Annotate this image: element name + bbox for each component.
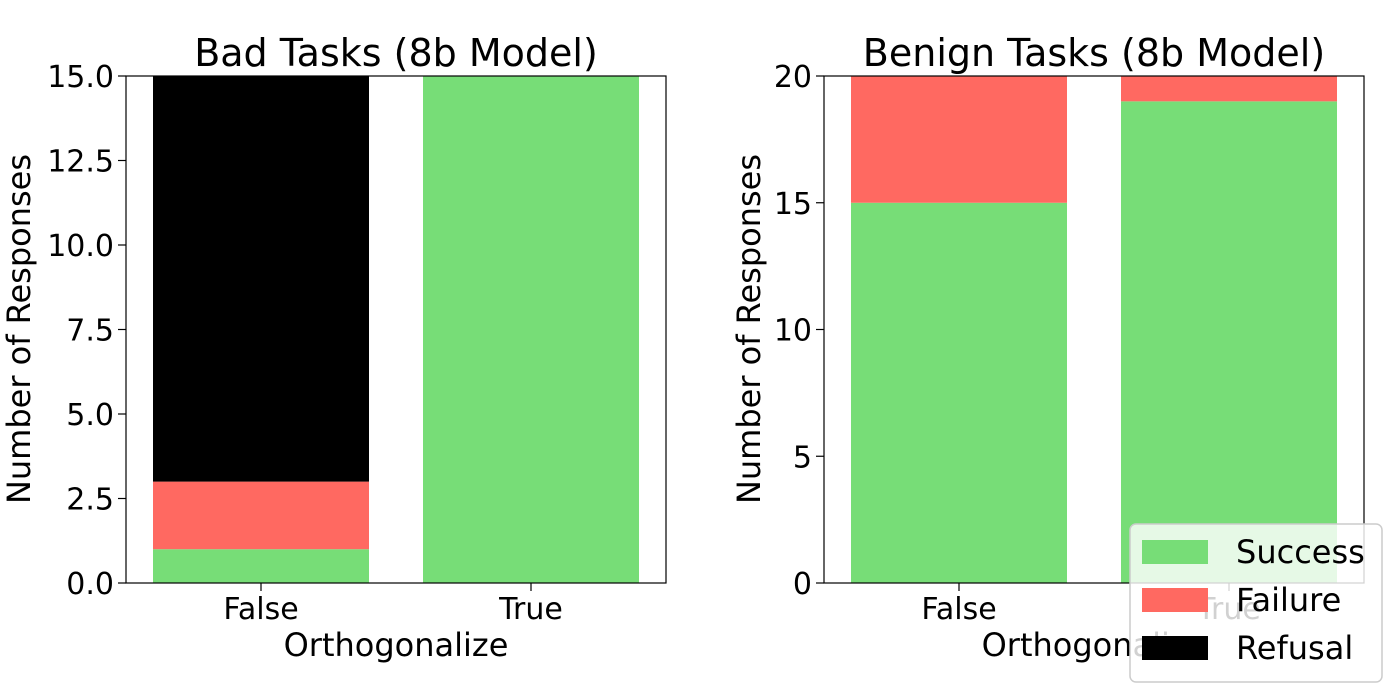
y-tick-label: 20	[774, 60, 812, 95]
legend-label-failure: Failure	[1236, 581, 1341, 619]
y-tick-label: 0	[793, 567, 812, 602]
y-tick-label: 2.5	[66, 483, 114, 518]
y-tick-label: 15	[774, 187, 812, 222]
y-tick-label: 15.0	[47, 60, 114, 95]
bar-failure-true	[1121, 76, 1337, 102]
bar-success-false	[851, 202, 1067, 583]
bar-failure-false	[851, 76, 1067, 203]
bar-failure-false	[153, 481, 369, 550]
y-tick-label: 10	[774, 314, 812, 349]
y-axis-label: Number of Responses	[0, 154, 38, 504]
x-ticks: False True	[223, 583, 563, 627]
y-ticks: 0 5 10 15 20	[774, 60, 824, 602]
x-axis-label: Orthogonalize	[284, 626, 509, 664]
y-tick-label: 10.0	[47, 229, 114, 264]
legend-swatch-success	[1142, 540, 1208, 564]
y-tick-label: 12.5	[47, 145, 114, 180]
chart-bad-tasks: Bad Tasks (8b Model) 0.0 2.5 5.0 7.5 10.0 12.…	[0, 31, 667, 664]
y-tick-label: 7.5	[66, 314, 114, 349]
y-ticks: 0.0 2.5 5.0 7.5 10.0 12.5 15.0	[47, 60, 126, 602]
legend-swatch-failure	[1142, 588, 1208, 612]
legend-items: Success Failure Refusal	[1142, 533, 1365, 667]
y-tick-label: 5	[793, 440, 812, 475]
y-tick-label: 5.0	[66, 398, 114, 433]
bar-refusal-false	[153, 76, 369, 482]
bars-group	[153, 76, 639, 583]
legend: Success Failure Refusal	[1129, 523, 1383, 683]
y-tick-label: 0.0	[66, 567, 114, 602]
legend-label-success: Success	[1236, 533, 1365, 571]
legend-swatch-refusal	[1142, 636, 1208, 660]
x-tick-label: True	[498, 592, 563, 627]
x-tick-label: False	[223, 592, 298, 627]
bar-success-true	[423, 76, 639, 583]
bar-success-false	[153, 549, 369, 583]
chart-title: Benign Tasks (8b Model)	[863, 31, 1325, 75]
bars-group	[851, 76, 1337, 583]
bar-success-true	[1121, 101, 1337, 583]
legend-label-refusal: Refusal	[1236, 629, 1353, 667]
x-tick-label: False	[921, 592, 996, 627]
y-axis-label: Number of Responses	[730, 154, 768, 504]
chart-title: Bad Tasks (8b Model)	[194, 31, 598, 75]
